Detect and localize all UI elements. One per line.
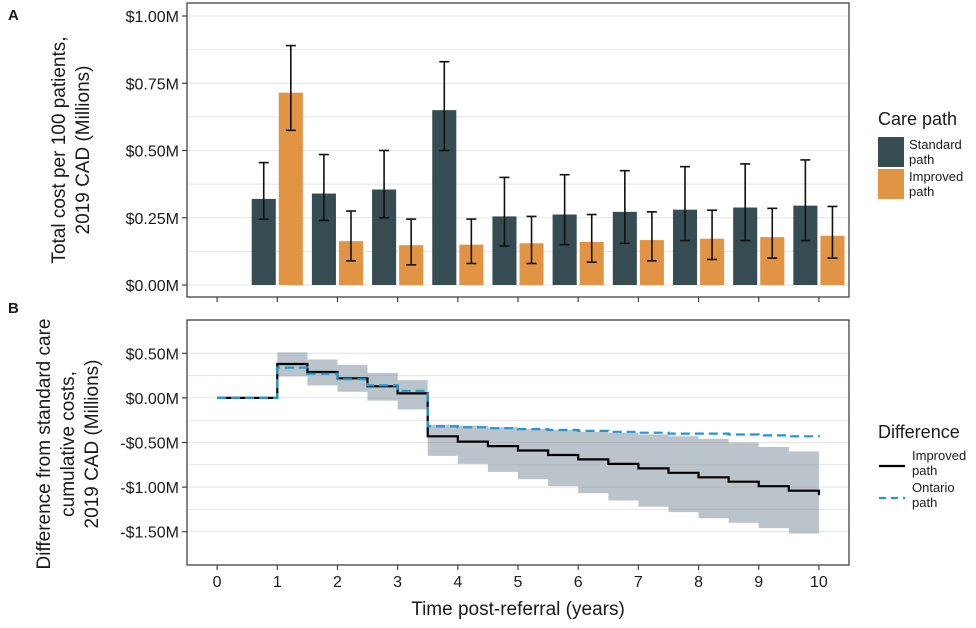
legend-label: Improved path xyxy=(912,448,966,478)
x-tick-label: 9 xyxy=(754,574,763,591)
legend-label: Improved path xyxy=(909,169,963,199)
error-bar xyxy=(379,149,390,219)
legend-title: Difference xyxy=(878,422,960,442)
error-bar xyxy=(258,161,269,220)
panel-a-y-tick-label: $0.00M xyxy=(126,278,179,295)
panel-b: -$1.50M -$1.00M -$0.50M $0.00M $0.50M 0 1 2 3 4 5 6… xyxy=(34,319,850,620)
panel-b-y-tick-label: $0.00M xyxy=(126,391,179,408)
legend-swatch-standard xyxy=(878,137,904,167)
panel-b-y-tick-label: -$0.50M xyxy=(120,436,179,453)
error-bar xyxy=(619,169,630,245)
error-bar xyxy=(740,163,751,242)
x-tick-label: 10 xyxy=(810,574,828,591)
panel-a: $0.00M $0.25M $0.50M $0.75M $1.00M Total cos… xyxy=(49,2,850,302)
line-ontario-path xyxy=(217,366,820,438)
panel-b-y-axis-title: Difference from standard care cumulative … xyxy=(34,319,103,570)
error-bar xyxy=(559,173,570,246)
panel-a-y-tick-label: $0.50M xyxy=(126,144,179,161)
legend-label: Standard path xyxy=(909,137,962,167)
panel-a-y-tick-label: $1.00M xyxy=(126,9,179,26)
panel-b-letter: B xyxy=(8,300,19,317)
x-tick-label: 0 xyxy=(213,574,222,591)
x-tick-label: 4 xyxy=(453,574,462,591)
x-tick-label: 8 xyxy=(694,574,703,591)
error-bar xyxy=(526,215,537,265)
error-bar xyxy=(646,211,657,262)
error-bar xyxy=(285,44,296,132)
error-bar xyxy=(439,60,450,152)
error-bar xyxy=(680,165,691,242)
error-bar xyxy=(767,207,778,259)
panel-b-y-tick-label: -$1.50M xyxy=(120,525,179,542)
legend-swatch-improved xyxy=(878,169,904,199)
legend-title: Care path xyxy=(878,109,957,129)
x-tick-label: 7 xyxy=(634,574,643,591)
error-bar xyxy=(499,176,510,247)
panel-a-y-tick-label: $0.25M xyxy=(126,211,179,228)
panel-b-y-tick-label: $0.50M xyxy=(126,346,179,363)
error-bar xyxy=(827,205,838,259)
panel-b-y-tick-label: -$1.00M xyxy=(120,480,179,497)
panel-a-letter: A xyxy=(8,7,19,24)
x-axis-title: Time post-referral (years) xyxy=(411,599,625,620)
panel-a-y-axis-title: Total cost per 100 patients, 2019 CAD (Mi… xyxy=(49,36,94,263)
error-bar xyxy=(345,210,356,262)
error-bar xyxy=(318,153,329,222)
x-tick-label: 2 xyxy=(333,574,342,591)
error-bar xyxy=(800,159,811,242)
panel-a-y-tick-label: $0.75M xyxy=(126,76,179,93)
legend-label: Ontario path xyxy=(912,480,955,510)
error-bar xyxy=(466,218,477,265)
error-bar xyxy=(707,209,718,261)
error-bar xyxy=(586,213,597,263)
x-tick-label: 6 xyxy=(574,574,583,591)
x-tick-label: 3 xyxy=(393,574,402,591)
error-bar xyxy=(406,218,417,266)
x-tick-label: 1 xyxy=(273,574,282,591)
x-tick-label: 5 xyxy=(514,574,523,591)
